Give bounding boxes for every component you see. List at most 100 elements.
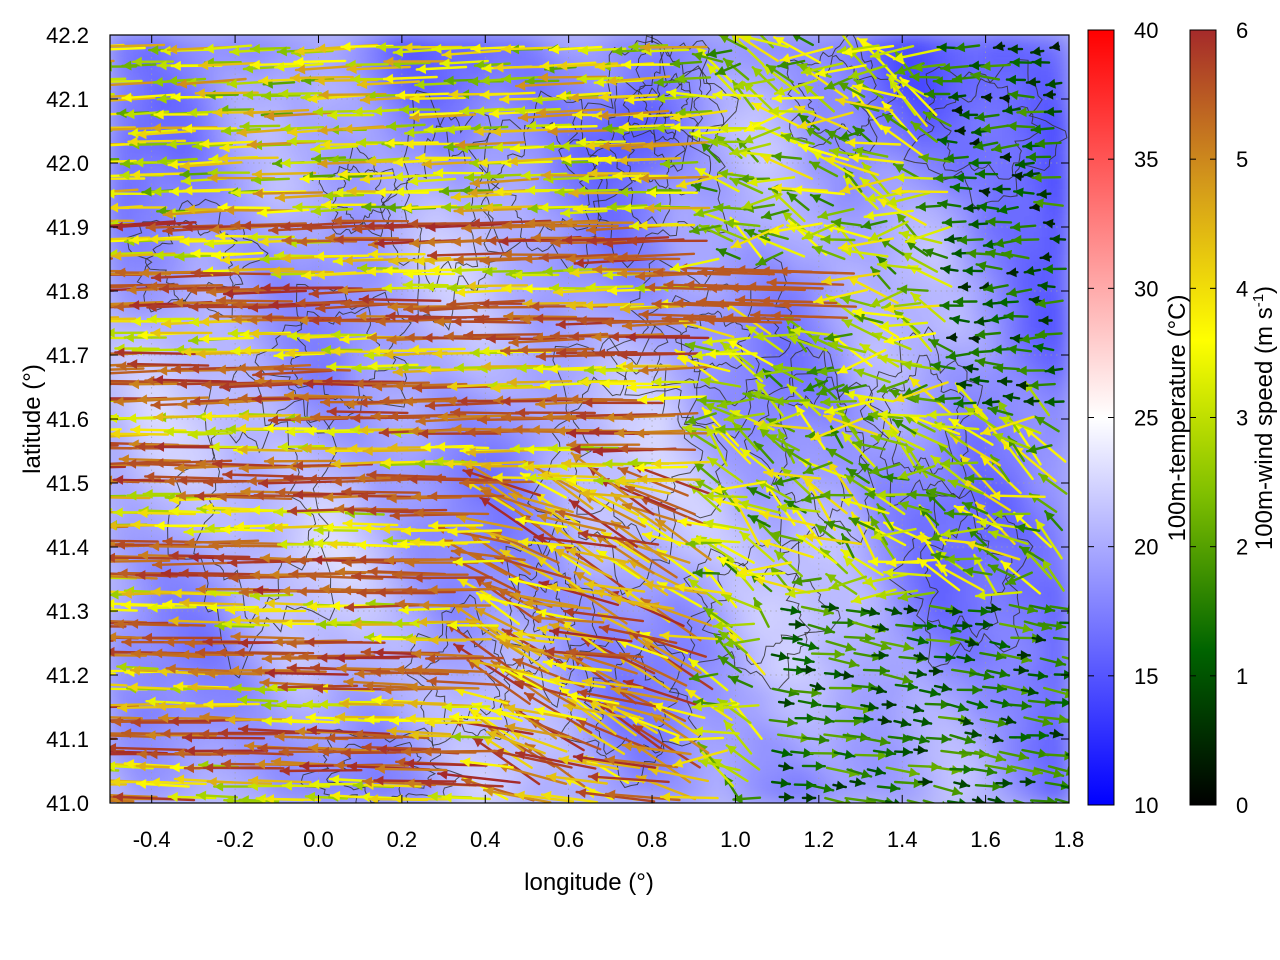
temperature-cell [948, 721, 971, 744]
colorbar-tick-label: 0 [1236, 793, 1248, 818]
y-tick-label: 41.9 [46, 215, 89, 240]
temperature-cell [948, 357, 971, 380]
temperature-cell [608, 215, 631, 239]
y-axis-title: latitude (°) [19, 364, 46, 474]
colorbar-wind-label-sup: -1 [1250, 294, 1267, 307]
y-tick-label: 41.0 [46, 791, 89, 816]
temperature-cell [168, 35, 191, 57]
temperature-cell [848, 579, 871, 602]
temperature-cell [308, 418, 331, 441]
plot-area [109, 34, 1070, 804]
temperature-cell [968, 276, 991, 299]
temperature-cell [768, 599, 791, 623]
temperature-cell [748, 458, 771, 481]
temperature-cell [1048, 660, 1069, 683]
temperature-cell [748, 640, 771, 663]
temperature-cell [308, 761, 331, 784]
x-tick-label: -0.2 [216, 827, 254, 852]
temperature-cell [448, 438, 471, 461]
temperature-cell [548, 35, 571, 57]
colorbar-tick-label: 4 [1236, 276, 1248, 301]
temperature-cell [1028, 781, 1050, 803]
temperature-cell [588, 35, 611, 57]
temperature-cell [808, 559, 831, 582]
temperature-cell [328, 660, 351, 683]
temperature-cell [848, 680, 871, 703]
y-tick-label: 41.5 [46, 471, 89, 496]
temperature-cell [928, 256, 951, 279]
temperature-cell [448, 54, 471, 77]
temperature-cell [1028, 498, 1050, 521]
y-tick-label: 42.2 [46, 23, 89, 48]
temperature-cell [468, 377, 491, 400]
temperature-cell [468, 438, 491, 461]
temperature-cell [1008, 721, 1031, 744]
temperature-cell [1048, 337, 1069, 360]
temperature-cell [888, 236, 911, 259]
temperature-cell [888, 680, 911, 703]
temperature-cell [988, 498, 1011, 521]
temperature-cell [948, 256, 971, 279]
temperature-cell [328, 114, 351, 137]
temperature-cell [1048, 741, 1069, 764]
temperature-cell [248, 640, 271, 663]
temperature-cell [548, 296, 571, 319]
temperature-cell [888, 276, 911, 299]
temperature-cell [188, 418, 211, 441]
temperature-cell [129, 135, 151, 158]
temperature-cell [1008, 256, 1031, 279]
temperature-cell [788, 256, 811, 279]
temperature-cell [248, 337, 271, 360]
temperature-cell [748, 660, 771, 683]
temperature-cell [988, 579, 1011, 602]
temperature-cell [149, 276, 171, 299]
temperature-cell [968, 296, 991, 319]
temperature-cell [828, 276, 851, 299]
colorbar-tick-label: 5 [1236, 147, 1248, 172]
temperature-cell [1048, 418, 1069, 441]
temperature-cell [168, 418, 191, 441]
x-axis-title: longitude (°) [524, 869, 654, 896]
temperature-cell [888, 761, 911, 784]
temperature-cell [748, 700, 771, 724]
temperature-cell [1048, 236, 1069, 259]
temperature-cell [488, 35, 511, 57]
temperature-cell [110, 114, 131, 137]
temperature-cell [768, 680, 791, 703]
temperature-cell [748, 761, 771, 784]
temperature-cell [1048, 519, 1069, 542]
temperature-cell [228, 579, 251, 602]
temperature-cell [908, 397, 931, 420]
temperature-cell [708, 660, 731, 683]
temperature-cell [708, 680, 731, 703]
y-tick-label: 41.7 [46, 343, 89, 368]
temperature-cell [628, 357, 651, 380]
temperature-cell [129, 74, 151, 97]
temperature-cell [1028, 579, 1050, 602]
y-tick-label: 41.8 [46, 279, 89, 304]
temperature-cell [888, 599, 911, 623]
temperature-cell [428, 559, 451, 582]
temperature-cell [968, 377, 991, 400]
temperature-cell [928, 316, 951, 340]
y-tick-label: 41.1 [46, 727, 89, 752]
temperature-cell [968, 680, 991, 703]
temperature-cell [288, 519, 311, 542]
temperature-cell [188, 680, 211, 703]
temperature-cell [928, 781, 951, 803]
colorbar-wind-label: 100m-wind speed (m s-1) [1250, 286, 1278, 550]
temperature-cell [768, 660, 791, 683]
temperature-cell [348, 316, 371, 340]
temperature-cell [1048, 195, 1069, 218]
temperature-cell [528, 478, 551, 501]
temperature-cell [208, 579, 231, 602]
temperature-cell [408, 761, 431, 784]
colorbar-tick-label: 6 [1236, 18, 1248, 43]
wind-vector [110, 639, 114, 642]
colorbar-wind-label-main: 100m-wind speed (m s [1251, 307, 1278, 550]
temperature-cell [928, 438, 951, 461]
temperature-cell [768, 620, 791, 643]
temperature-cell [288, 135, 311, 158]
temperature-cell [548, 680, 571, 703]
